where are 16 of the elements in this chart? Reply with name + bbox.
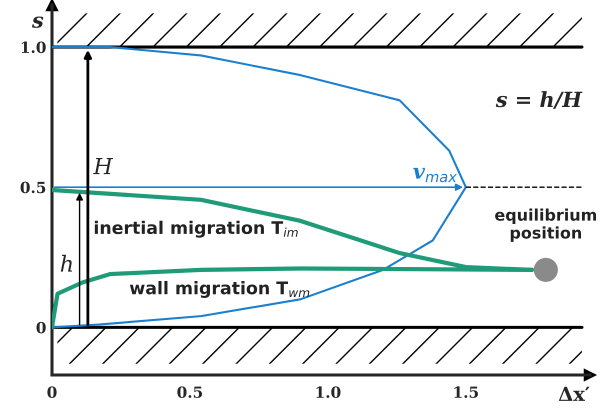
y-axis-title: s [32, 16, 44, 28]
annotation: equilibrium position [495, 208, 596, 242]
series-label: wall migration T$_{wm}$ [130, 281, 310, 298]
annotation: v$_{max}$ [413, 168, 457, 182]
annotation: H [93, 158, 114, 174]
y-tick-label: 0.5 [20, 182, 46, 194]
x-tick-label: 0 [47, 386, 57, 398]
x-tick-label: 1.0 [316, 386, 340, 398]
y-tick-label: 1.0 [22, 42, 46, 54]
x-tick-label: 0.5 [177, 386, 202, 398]
annotation: h [60, 254, 72, 272]
x-tick-label: 1.5 [454, 386, 478, 398]
annotation: s = h/H [496, 91, 582, 109]
series-label: inertial migration T$_{im}$ [94, 220, 298, 238]
x-axis-title: Δx′ [558, 386, 590, 401]
y-tick-label: 0 [36, 322, 46, 334]
